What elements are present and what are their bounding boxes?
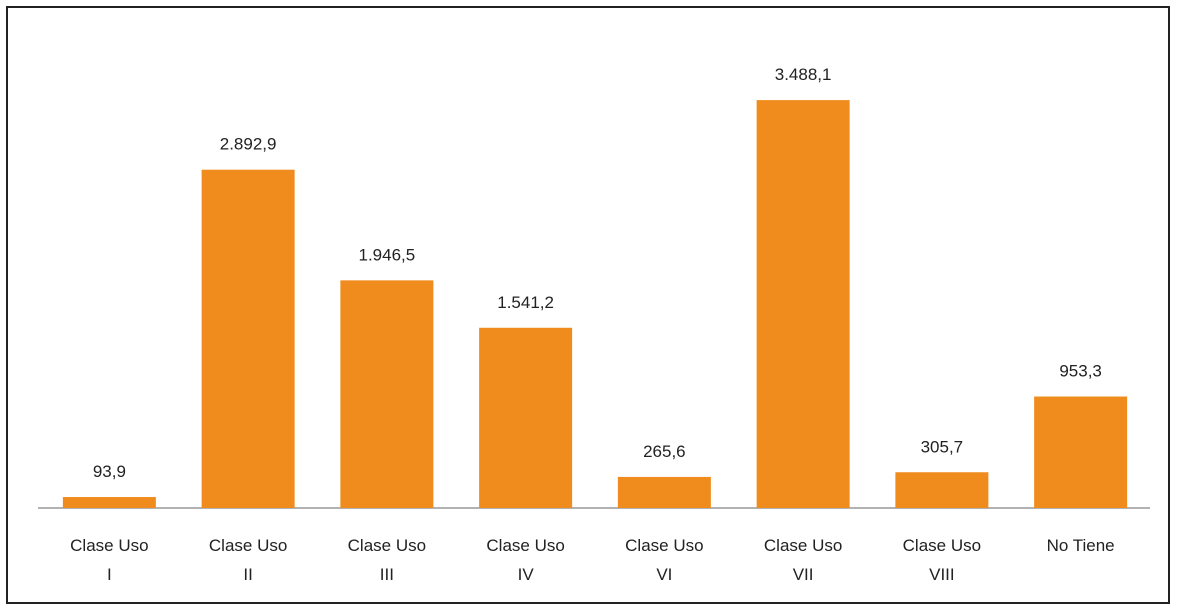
bar xyxy=(340,280,434,508)
bar xyxy=(62,497,156,508)
x-tick-label: Clase Uso VII xyxy=(763,536,843,584)
value-label: 305,7 xyxy=(921,437,964,456)
bar xyxy=(756,100,850,508)
bar xyxy=(617,476,711,508)
value-label: 953,3 xyxy=(1059,362,1102,381)
x-tick-label: Clase Uso I xyxy=(70,536,149,584)
chart-frame xyxy=(6,6,1170,604)
x-tick-label: Clase Uso III xyxy=(347,536,427,584)
x-tick-label: Clase Uso II xyxy=(208,536,288,584)
bar xyxy=(479,327,573,508)
value-label: 1.946,5 xyxy=(359,245,416,264)
value-label: 2.892,9 xyxy=(220,135,277,154)
x-tick-label: Clase Uso VIII xyxy=(902,536,982,584)
bar xyxy=(1034,396,1128,508)
x-tick-label: No Tiene xyxy=(1046,536,1115,555)
value-label: 1.541,2 xyxy=(497,293,554,312)
value-label: 93,9 xyxy=(93,462,126,481)
x-tick-label: Clase Uso VI xyxy=(625,536,704,584)
x-tick-label: Clase Uso IV xyxy=(486,536,565,584)
value-label: 3.488,1 xyxy=(775,65,832,84)
bar xyxy=(895,472,989,508)
value-label: 265,6 xyxy=(643,442,686,461)
bar xyxy=(201,169,295,509)
